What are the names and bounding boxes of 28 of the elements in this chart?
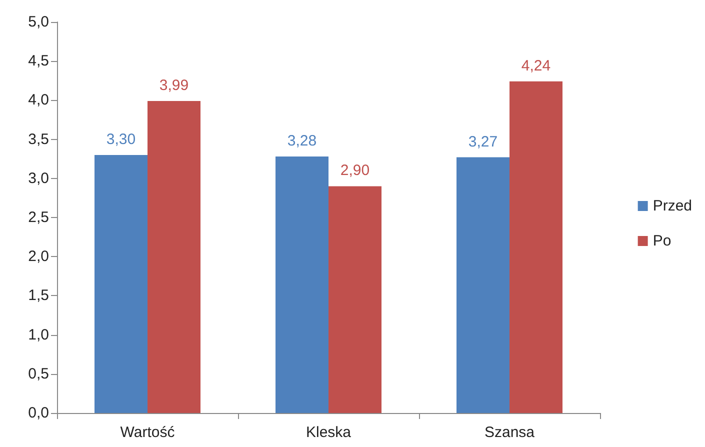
x-tick-label: Kleska: [306, 424, 352, 441]
y-tick-label: 3,0: [28, 170, 49, 187]
x-tick-label: Wartość: [120, 424, 176, 441]
bar: [276, 156, 328, 413]
data-label: 2,90: [340, 162, 370, 180]
bar: [456, 157, 510, 413]
data-label: 3,30: [106, 130, 136, 148]
data-label: 4,24: [521, 57, 551, 74]
y-tick-label: 3,5: [28, 130, 49, 148]
data-label: 3,28: [287, 132, 317, 150]
y-tick-label: 0,0: [28, 404, 49, 422]
y-tick-label: 0,5: [28, 365, 49, 382]
legend-label: Przed: [652, 198, 692, 214]
data-label: 3,27: [468, 133, 498, 150]
bar: [148, 100, 200, 413]
y-tick-label: 2,0: [28, 248, 49, 266]
y-tick-label: 1,0: [28, 326, 49, 344]
bar: [510, 81, 562, 413]
y-tick-label: 1,5: [28, 287, 49, 304]
bar: [328, 186, 382, 413]
x-tick-label: Szansa: [484, 424, 536, 441]
legend-label: Po: [652, 232, 672, 250]
y-tick-label: 2,5: [28, 209, 49, 226]
y-tick-label: 4,5: [28, 52, 49, 70]
y-tick-label: 4,0: [28, 92, 49, 109]
bar: [94, 154, 148, 413]
data-label: 3,99: [159, 76, 189, 94]
y-tick-label: 5,0: [28, 14, 49, 30]
